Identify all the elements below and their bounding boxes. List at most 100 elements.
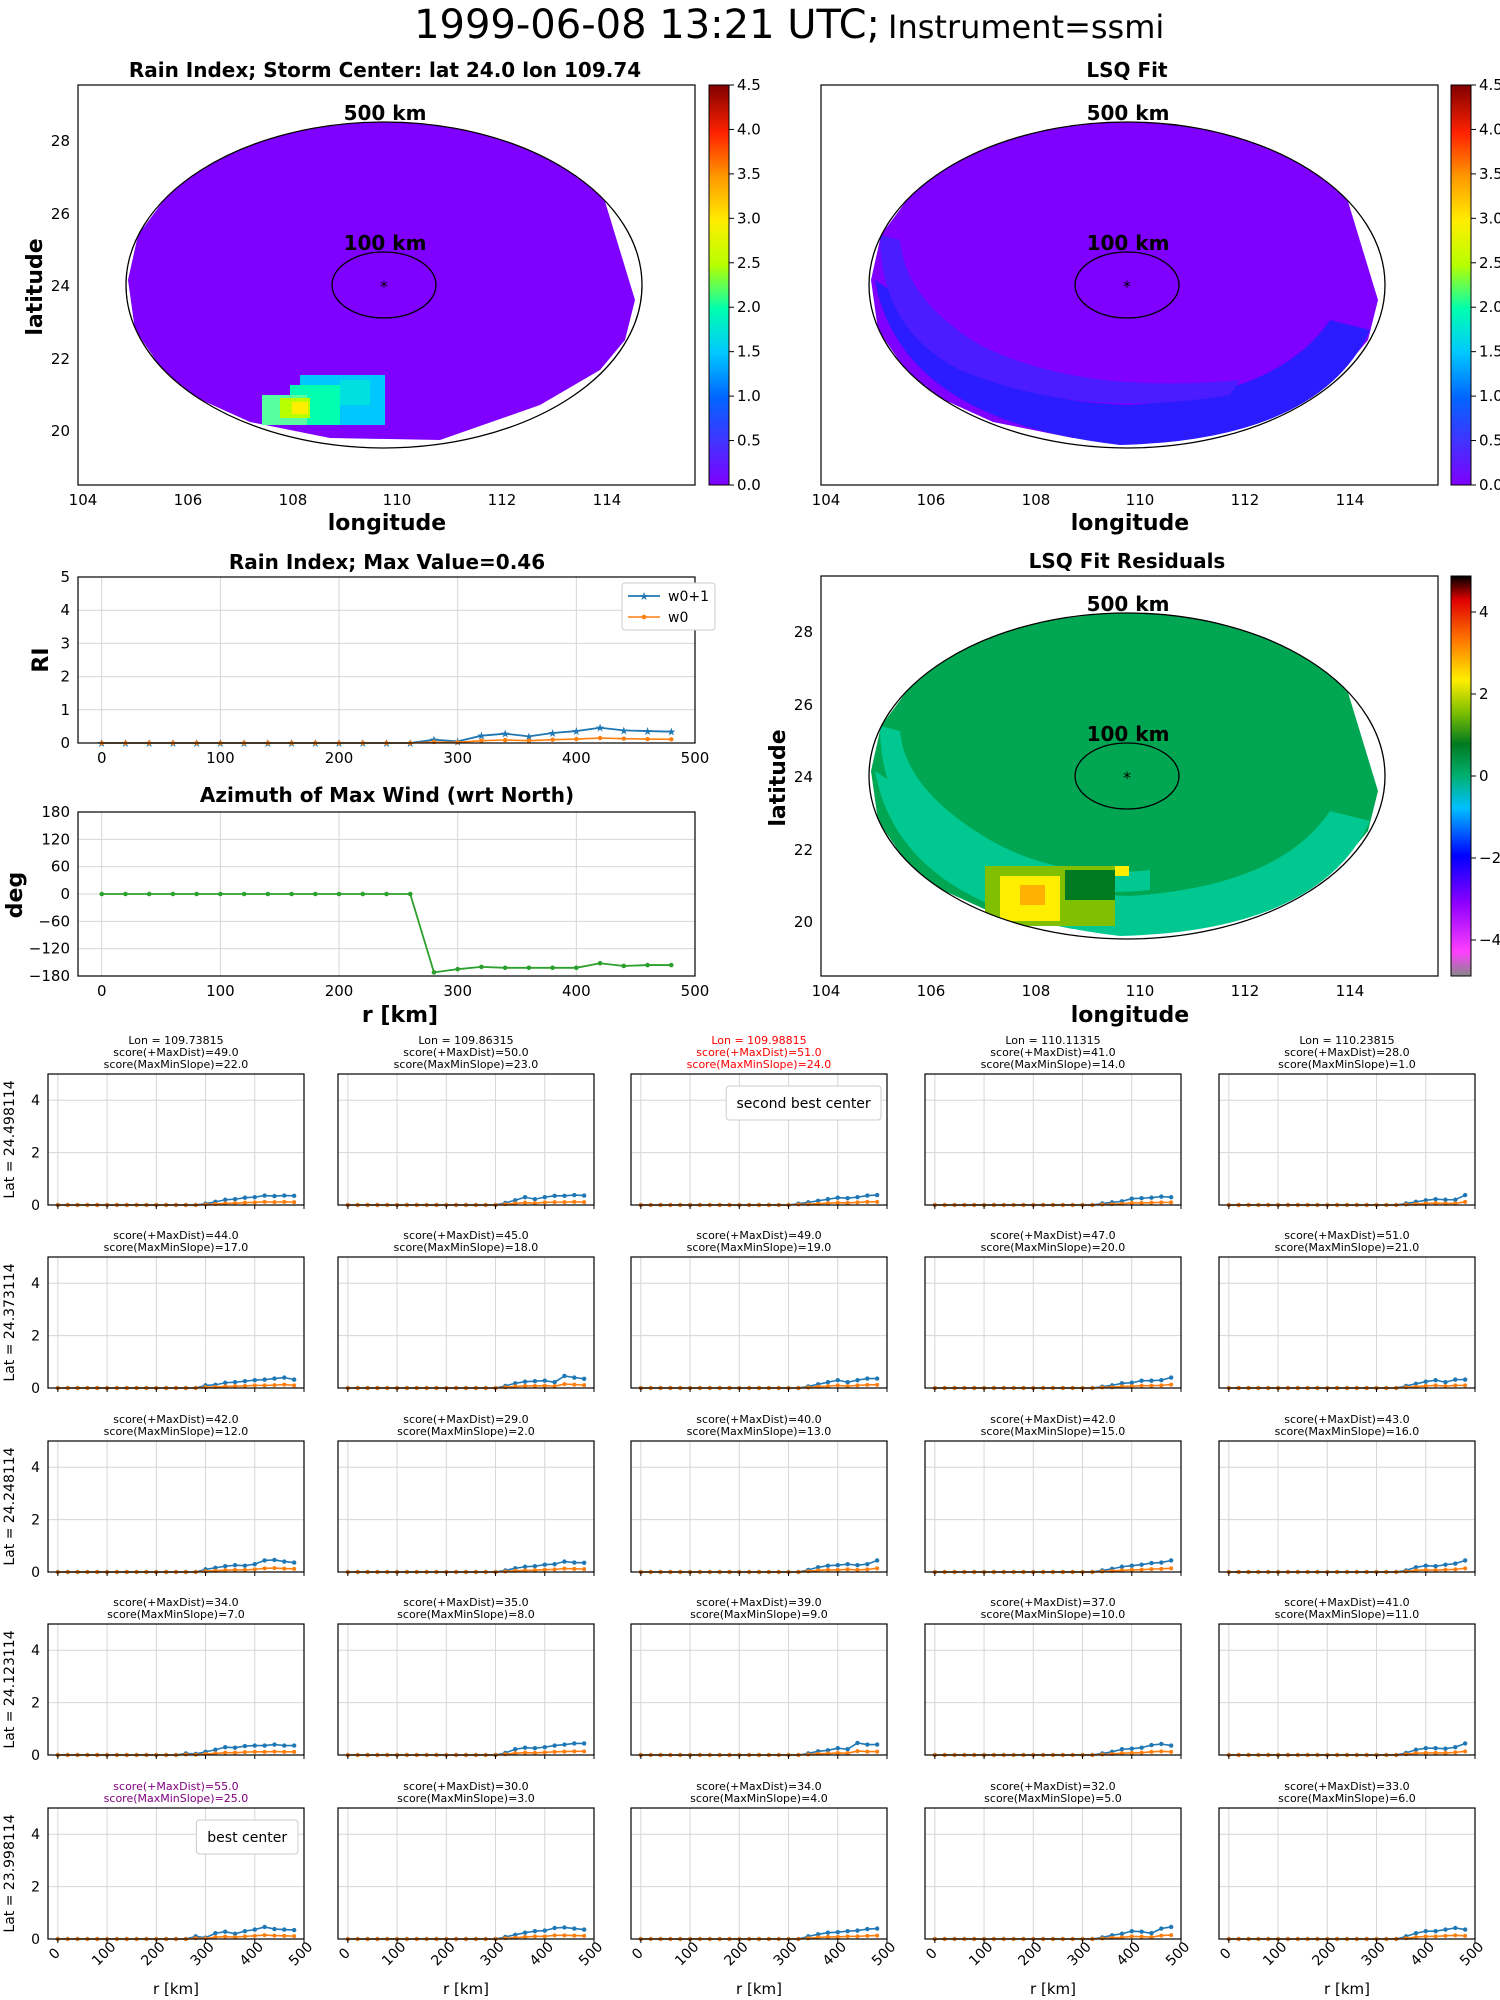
w0p1-point (1129, 1928, 1134, 1934)
w0-point (1404, 1385, 1409, 1390)
w0p1-point (262, 1743, 267, 1748)
w0p1-point (865, 1193, 870, 1198)
search-panel: score(+MaxDist)=43.0score(MaxMinSlope)=1… (1218, 1413, 1476, 1576)
azimuth-point (265, 891, 271, 897)
search-panel: Lon = 109.73815score(+MaxDist)=49.0score… (2, 1034, 305, 1214)
xtick: 400 (562, 982, 591, 1000)
row-lat-label: Lat = 24.373114 (2, 1263, 18, 1381)
w0-point (621, 736, 627, 741)
w0-point (562, 1749, 567, 1754)
w0-point (455, 740, 460, 745)
w0-point (242, 1750, 247, 1755)
xtick: 110 (383, 491, 412, 509)
w0p1-point (855, 1194, 860, 1200)
w0-point (806, 1569, 811, 1574)
w0-point (825, 1934, 830, 1939)
xtick: 104 (812, 491, 841, 509)
w0p1-point (1462, 1377, 1468, 1382)
w0p1-point (272, 1376, 277, 1381)
w0p1-point: ★ (571, 725, 581, 738)
azimuth-point (455, 966, 460, 972)
w0-point (572, 1199, 577, 1204)
w0p1-point (1413, 1747, 1419, 1752)
azimuth-line (101, 893, 672, 974)
w0p1-point (1423, 1745, 1428, 1751)
legend-w0p1-label: w0+1 (668, 589, 709, 605)
w0-point (233, 1201, 238, 1206)
search-panel: score(+MaxDist)=32.0score(MaxMinSlope)=5… (923, 1780, 1193, 1998)
w0-point (1453, 1750, 1458, 1755)
axes-frame (924, 1073, 1182, 1206)
w0p1-point: ★ (500, 728, 510, 741)
w0p1-point (542, 1744, 547, 1750)
w0p1-point: ★ (524, 730, 534, 743)
panel-title-line: Lon = 109.98815 (711, 1034, 806, 1047)
ytick: 60 (51, 858, 70, 876)
residual-field-light-left (880, 726, 1150, 893)
w0-point (282, 1199, 287, 1204)
w0p1-point (1433, 1197, 1438, 1202)
panel-title-line: score(+MaxDist)=28.0 (1284, 1046, 1409, 1059)
map-rain-index-xlabel: longitude (328, 511, 446, 536)
panel-title-line: score(MaxMinSlope)=1.0 (1278, 1058, 1416, 1071)
panel-title-line: score(+MaxDist)=55.0 (113, 1780, 238, 1793)
w0p1-point (252, 1561, 257, 1567)
axes-frame (924, 1440, 1182, 1573)
xtick: 300 (771, 1939, 801, 1969)
w0-point (523, 1383, 528, 1388)
xtick: 0 (46, 1945, 64, 1963)
ytick: 4 (31, 1827, 40, 1843)
w0-point (292, 1200, 297, 1205)
ytick: 24 (794, 768, 813, 786)
figure-title-datetime: 1999-06-08 13:21 UTC; (414, 2, 880, 48)
ytick: 0 (60, 885, 70, 903)
w0p1-point: ★ (548, 727, 558, 740)
w0p1-point (522, 1194, 528, 1200)
xtick: 100 (672, 1939, 702, 1969)
ytick: 1 (60, 701, 70, 719)
map-lsq-fit: LSQ Fit * 500 km 100 km 104 106 108 110 … (812, 58, 1500, 536)
w0p1-point (532, 1564, 538, 1569)
panel-title-line: score(MaxMinSlope)=8.0 (397, 1608, 535, 1621)
lsq-field-blue-band (875, 280, 1370, 445)
axes-frame (630, 1073, 888, 1206)
w0-point (875, 1382, 880, 1387)
w0p1-point (272, 1557, 277, 1563)
azimuth-point (431, 970, 437, 975)
w0p1-point (1443, 1746, 1448, 1751)
w0-point (806, 1202, 811, 1207)
axes-frame (47, 1440, 305, 1573)
xtick: 106 (917, 982, 946, 1000)
ytick: 28 (794, 623, 813, 641)
w0p1-point (1453, 1561, 1458, 1566)
w0-point (835, 1383, 840, 1388)
w0-point (552, 1933, 557, 1938)
w0p1-point (1139, 1745, 1144, 1750)
rain-index-legend: ★ w0+1 w0 (621, 582, 716, 631)
w0p1-point (572, 1560, 577, 1565)
w0p1-point (1433, 1377, 1438, 1383)
w0-point (572, 1566, 577, 1571)
w0-point (542, 1934, 547, 1939)
ytick: 4 (31, 1093, 40, 1109)
xtick: 0 (923, 1945, 941, 1963)
w0-point (503, 1385, 508, 1390)
w0p1-point (532, 1378, 538, 1384)
w0p1-point (252, 1743, 257, 1748)
w0-point (562, 1382, 567, 1387)
label-100km: 100 km (1087, 231, 1170, 255)
search-panel: Lon = 109.98815score(+MaxDist)=51.0score… (630, 1034, 888, 1209)
w0p1-point (242, 1563, 248, 1568)
w0-point (875, 1199, 880, 1204)
w0-point (835, 1934, 840, 1939)
axes-frame (77, 576, 696, 744)
w0-point (223, 1750, 228, 1755)
colorbar-tick-label: 4.5 (737, 76, 761, 94)
w0p1-point (522, 1930, 528, 1935)
colorbar-lsq-fit: 0.0 0.5 1.0 1.5 2.0 2.5 3.0 3.5 4.0 4.5 (1450, 76, 1500, 494)
w0p1-point (291, 1377, 297, 1382)
w0-point (503, 1202, 508, 1207)
xtick: 110 (1126, 491, 1155, 509)
w0p1-point (513, 1381, 518, 1386)
w0p1-point (825, 1197, 831, 1202)
